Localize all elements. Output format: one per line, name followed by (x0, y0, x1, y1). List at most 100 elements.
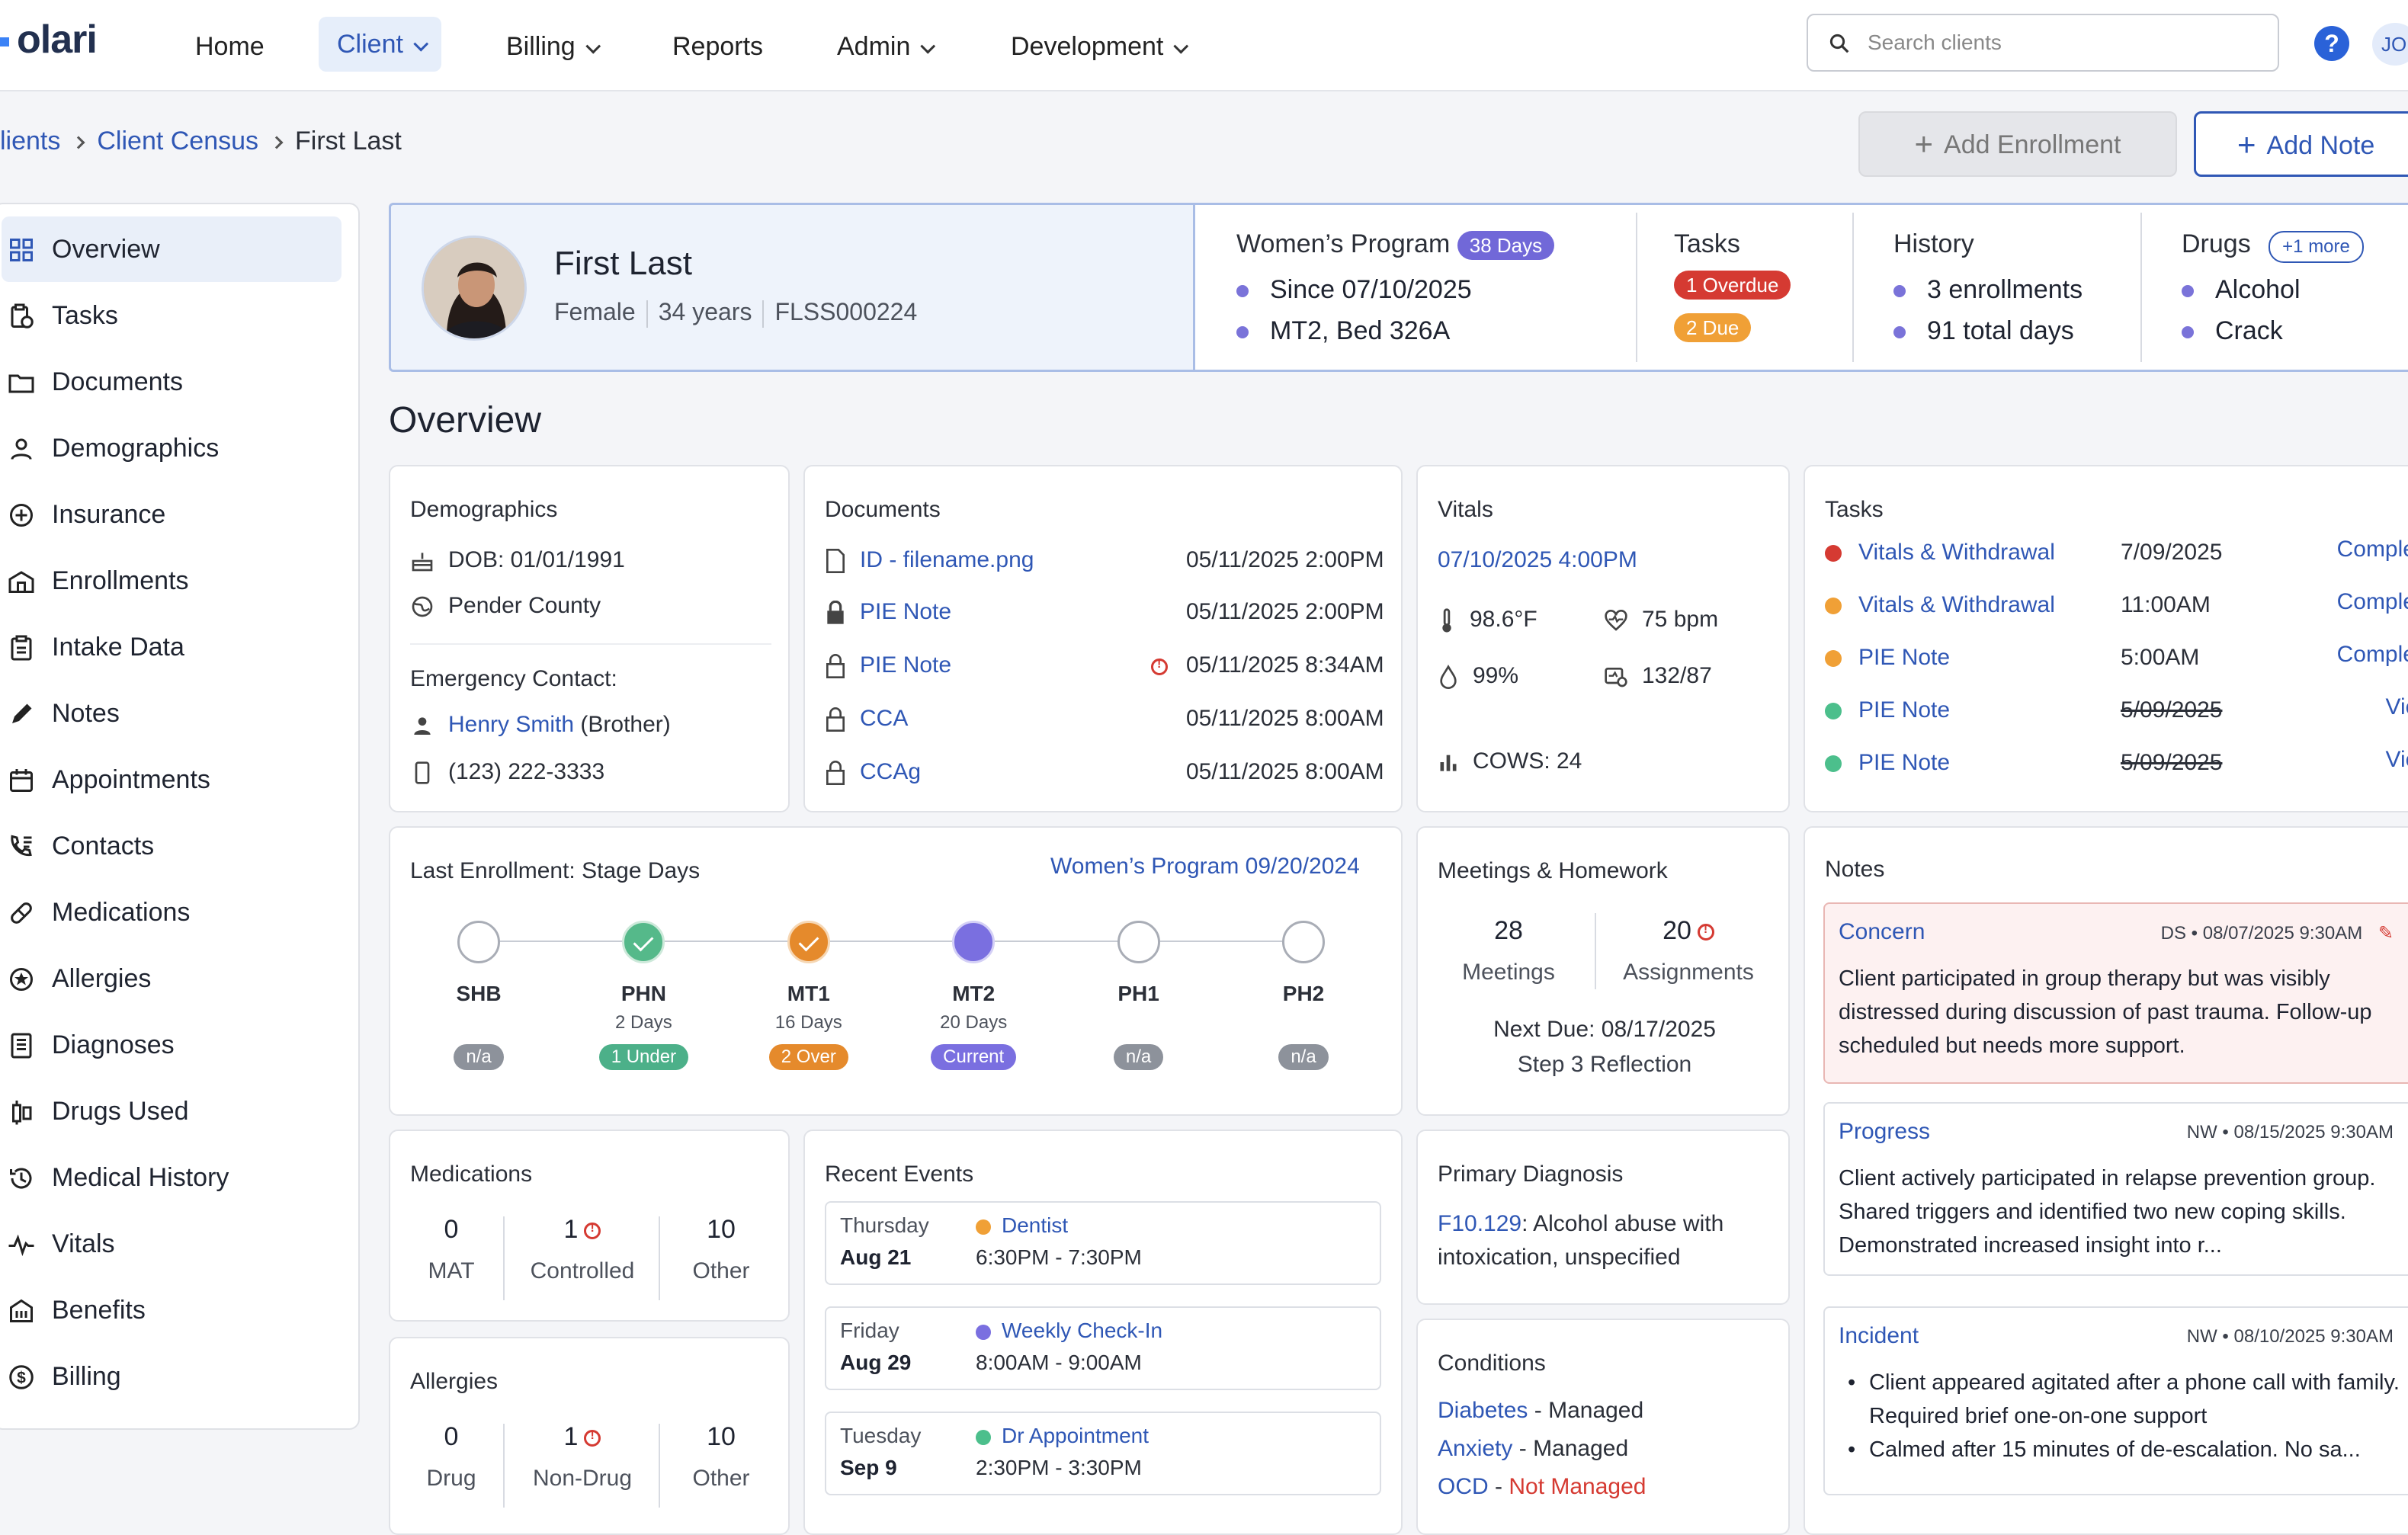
breadcrumb-clients[interactable]: lients (0, 127, 61, 155)
sidebar-item-billing[interactable]: $ Billing (2, 1344, 341, 1409)
vitals-date-link[interactable]: 07/10/2025 4:00PM (1438, 547, 1637, 572)
document-row[interactable]: PIE Note (825, 652, 952, 679)
diagnosis-code-link[interactable]: F10.129 (1438, 1211, 1522, 1236)
document-row[interactable]: ID - filename.png (825, 547, 1034, 574)
nav-home[interactable]: Home (195, 32, 265, 61)
note-concern[interactable]: Concern DS • 08/07/2025 9:30AM ✎ Client … (1823, 902, 2408, 1084)
event-name-link[interactable]: Dr Appointment (1002, 1424, 1149, 1447)
stage-mt2[interactable]: MT2 20 Days Current (928, 921, 1019, 1070)
task-link[interactable]: PIE Note (1858, 750, 1951, 775)
sidebar-item-label: Diagnoses (52, 1030, 175, 1059)
event-name-link[interactable]: Dentist (1002, 1213, 1069, 1237)
task-row[interactable]: PIE Note (1825, 697, 1950, 723)
nav-billing[interactable]: Billing (506, 27, 601, 66)
controlled-stat[interactable]: 1 Controlled (512, 1215, 653, 1284)
task-row[interactable]: Vitals & Withdrawal (1825, 540, 2055, 566)
drugs-more-badge[interactable]: +1 more (2269, 231, 2364, 263)
nav-client[interactable]: Client (319, 17, 441, 72)
stage-mt1[interactable]: MT1 16 Days 2 Over (763, 921, 855, 1070)
drop-icon (1440, 665, 1457, 690)
event-name-link[interactable]: Weekly Check-In (1002, 1319, 1163, 1342)
event-time: 8:00AM - 9:00AM (976, 1351, 1142, 1374)
document-row[interactable]: CCAg (825, 759, 922, 786)
task-link[interactable]: PIE Note (1858, 645, 1951, 670)
stage-ph2[interactable]: PH2 n/a (1258, 921, 1349, 1070)
task-link[interactable]: Vitals & Withdrawal (1858, 592, 2055, 617)
document-link[interactable]: ID - filename.png (860, 547, 1034, 572)
stage-phn[interactable]: PHN 2 Days 1 Under (598, 921, 689, 1070)
sidebar-item-allergies[interactable]: Allergies (2, 946, 341, 1011)
document-link[interactable]: PIE Note (860, 652, 952, 678)
sidebar-item-enrollments[interactable]: Enrollments (2, 548, 341, 614)
due-badge[interactable]: 2 Due (1674, 313, 1752, 342)
event-item[interactable]: Friday Aug 29 Weekly Check-In 8:00AM - 9:00… (825, 1306, 1381, 1390)
search-input[interactable] (1868, 26, 2264, 59)
stage-status-badge: 1 Under (598, 1044, 689, 1070)
document-row[interactable]: PIE Note (825, 599, 951, 625)
app-logo[interactable]: olari (0, 17, 98, 62)
task-action-link[interactable]: View (2385, 694, 2408, 719)
user-avatar[interactable]: JO (2372, 23, 2408, 66)
top-nav-bar: olari Home Client Billing Reports Admin … (0, 0, 2408, 91)
non-drug-allergy-stat[interactable]: 1 Non-Drug (512, 1422, 653, 1492)
add-enrollment-button[interactable]: + Add Enrollment (1858, 111, 2177, 177)
add-note-button[interactable]: + Add Note (2194, 111, 2408, 177)
sidebar-item-tasks[interactable]: Tasks (2, 283, 341, 348)
contact-name-link[interactable]: Henry Smith (448, 712, 575, 737)
document-row[interactable]: CCA (825, 706, 908, 732)
task-row[interactable]: PIE Note (1825, 750, 1950, 776)
client-search[interactable] (1807, 14, 2279, 72)
document-link[interactable]: CCAg (860, 759, 922, 784)
sidebar-item-benefits[interactable]: Benefits (2, 1277, 341, 1343)
sidebar-item-vitals[interactable]: Vitals (2, 1211, 341, 1277)
sidebar-item-medical-history[interactable]: Medical History (2, 1145, 341, 1210)
sidebar-item-drugs-used[interactable]: Drugs Used (2, 1078, 341, 1144)
task-action-link[interactable]: Complete (2336, 537, 2408, 562)
task-row[interactable]: Vitals & Withdrawal (1825, 592, 2055, 618)
program-title[interactable]: Women’s Program (1236, 229, 1451, 258)
note-progress[interactable]: Progress NW • 08/15/2025 9:30AM Client a… (1823, 1102, 2408, 1276)
sidebar-item-notes[interactable]: Notes (2, 681, 341, 746)
breadcrumb-client-census[interactable]: Client Census (97, 127, 259, 155)
mat-stat[interactable]: 0 MAT (406, 1215, 497, 1284)
task-action-link[interactable]: View (2385, 747, 2408, 772)
condition-link[interactable]: OCD (1438, 1474, 1489, 1499)
task-row[interactable]: PIE Note (1825, 645, 1950, 671)
event-item[interactable]: Tuesday Sep 9 Dr Appointment 2:30PM - 3:30P… (825, 1412, 1381, 1495)
pin-icon[interactable]: ✎ (2378, 923, 2394, 944)
sidebar-item-diagnoses[interactable]: Diagnoses (2, 1012, 341, 1078)
sidebar-item-contacts[interactable]: Contacts (2, 813, 341, 879)
overdue-badge[interactable]: 1 Overdue (1674, 271, 1791, 300)
sidebar-item-medications[interactable]: Medications (2, 880, 341, 945)
drug-item: Crack (2215, 316, 2283, 345)
other-allergy-stat[interactable]: 10 Other (668, 1422, 774, 1492)
note-incident[interactable]: Incident NW • 08/10/2025 9:30AM • Client … (1823, 1306, 2408, 1495)
drug-allergy-stat[interactable]: 0 Drug (406, 1422, 497, 1492)
condition-link[interactable]: Anxiety (1438, 1436, 1513, 1461)
other-stat[interactable]: 10 Other (668, 1215, 774, 1284)
help-icon[interactable]: ? (2314, 26, 2349, 61)
sidebar-item-documents[interactable]: Documents (2, 349, 341, 415)
task-action-link[interactable]: Complete (2336, 642, 2408, 667)
nav-development[interactable]: Development (1011, 27, 1189, 66)
sidebar-item-appointments[interactable]: Appointments (2, 747, 341, 812)
sidebar-item-insurance[interactable]: Insurance (2, 482, 341, 547)
task-action-link[interactable]: Complete (2336, 589, 2408, 614)
event-item[interactable]: Thursday Aug 21 Dentist 6:30PM - 7:30PM (825, 1201, 1381, 1285)
program-link[interactable]: Women’s Program 09/20/2024 (1050, 854, 1360, 879)
document-date: 05/11/2025 2:00PM (1186, 547, 1384, 572)
document-link[interactable]: PIE Note (860, 599, 952, 624)
nav-admin[interactable]: Admin (837, 27, 936, 66)
condition-link[interactable]: Diabetes (1438, 1398, 1528, 1423)
task-link[interactable]: PIE Note (1858, 697, 1951, 723)
document-link[interactable]: CCA (860, 706, 909, 731)
recent-events-card: Recent Events Thursday Aug 21 Dentist 6:30P… (803, 1130, 1403, 1535)
sidebar-item-overview[interactable]: Overview (2, 216, 341, 282)
task-link[interactable]: Vitals & Withdrawal (1858, 540, 2055, 565)
stage-shb[interactable]: SHB n/a (433, 921, 524, 1070)
sidebar-item-demographics[interactable]: Demographics (2, 415, 341, 481)
sidebar-item-intake-data[interactable]: Intake Data (2, 614, 341, 680)
history-icon (10, 1168, 32, 1189)
nav-reports[interactable]: Reports (672, 32, 764, 61)
stage-ph1[interactable]: PH1 n/a (1093, 921, 1185, 1070)
